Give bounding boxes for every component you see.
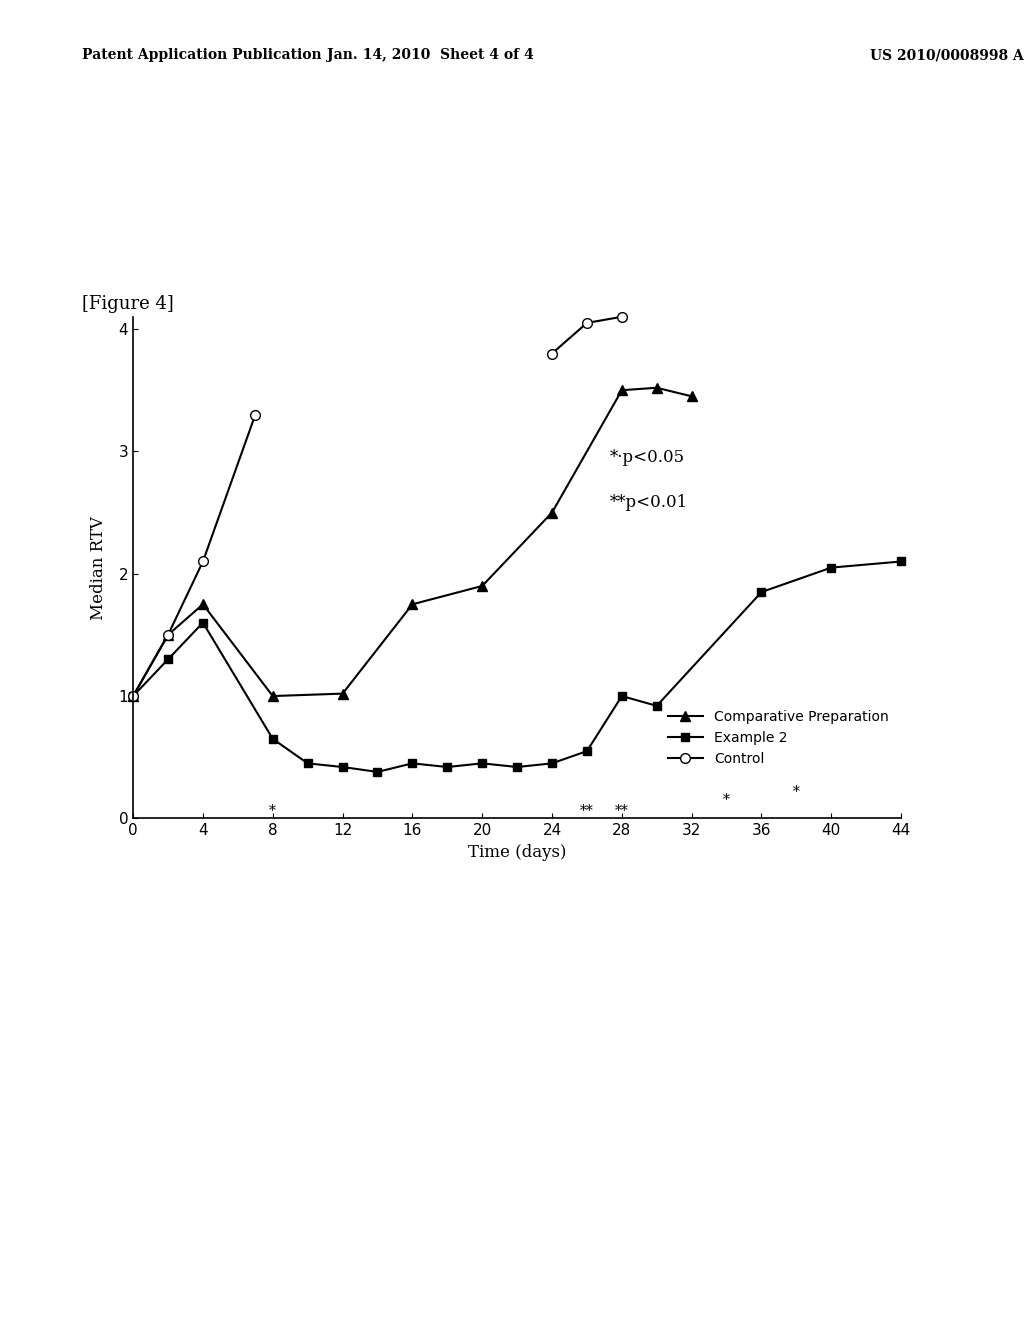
Text: *: * bbox=[793, 785, 800, 800]
Text: US 2010/0008998 A1: US 2010/0008998 A1 bbox=[870, 49, 1024, 62]
Text: **: ** bbox=[580, 804, 594, 817]
Control bbox=[197, 553, 209, 569]
Comparative Preparation bbox=[546, 504, 558, 520]
Text: *: * bbox=[269, 804, 276, 817]
Line: Control: Control bbox=[128, 409, 260, 701]
Example 2 bbox=[407, 755, 419, 771]
Text: **p<0.01: **p<0.01 bbox=[609, 494, 687, 511]
Comparative Preparation bbox=[197, 597, 209, 612]
Example 2 bbox=[825, 560, 838, 576]
Example 2 bbox=[162, 652, 174, 668]
Comparative Preparation bbox=[337, 685, 349, 701]
Example 2 bbox=[581, 743, 593, 759]
Text: *: * bbox=[723, 793, 730, 807]
Comparative Preparation bbox=[407, 597, 419, 612]
X-axis label: Time (days): Time (days) bbox=[468, 843, 566, 861]
Comparative Preparation bbox=[162, 627, 174, 643]
Example 2 bbox=[546, 755, 558, 771]
Comparative Preparation bbox=[615, 383, 628, 399]
Comparative Preparation bbox=[685, 388, 697, 404]
Example 2 bbox=[127, 688, 139, 704]
Text: [Figure 4]: [Figure 4] bbox=[82, 294, 174, 313]
Comparative Preparation bbox=[266, 688, 279, 704]
Example 2 bbox=[372, 764, 384, 780]
Text: *·p<0.05: *·p<0.05 bbox=[609, 449, 684, 466]
Example 2 bbox=[337, 759, 349, 775]
Example 2 bbox=[197, 615, 209, 631]
Comparative Preparation bbox=[476, 578, 488, 594]
Y-axis label: Median RTV: Median RTV bbox=[90, 516, 108, 619]
Line: Comparative Preparation: Comparative Preparation bbox=[128, 383, 696, 701]
Legend: Comparative Preparation, Example 2, Control: Comparative Preparation, Example 2, Cont… bbox=[663, 705, 894, 771]
Comparative Preparation bbox=[650, 380, 663, 396]
Example 2 bbox=[441, 759, 454, 775]
Example 2 bbox=[615, 688, 628, 704]
Control bbox=[127, 688, 139, 704]
Text: **: ** bbox=[615, 804, 629, 817]
Text: Patent Application Publication: Patent Application Publication bbox=[82, 49, 322, 62]
Control bbox=[162, 627, 174, 643]
Line: Example 2: Example 2 bbox=[129, 557, 905, 776]
Example 2 bbox=[650, 698, 663, 714]
Example 2 bbox=[511, 759, 523, 775]
Example 2 bbox=[301, 755, 313, 771]
Example 2 bbox=[756, 585, 768, 601]
Comparative Preparation bbox=[127, 688, 139, 704]
Control bbox=[249, 407, 261, 422]
Example 2 bbox=[476, 755, 488, 771]
Text: Jan. 14, 2010  Sheet 4 of 4: Jan. 14, 2010 Sheet 4 of 4 bbox=[327, 49, 534, 62]
Example 2 bbox=[895, 553, 907, 569]
Example 2 bbox=[266, 731, 279, 747]
